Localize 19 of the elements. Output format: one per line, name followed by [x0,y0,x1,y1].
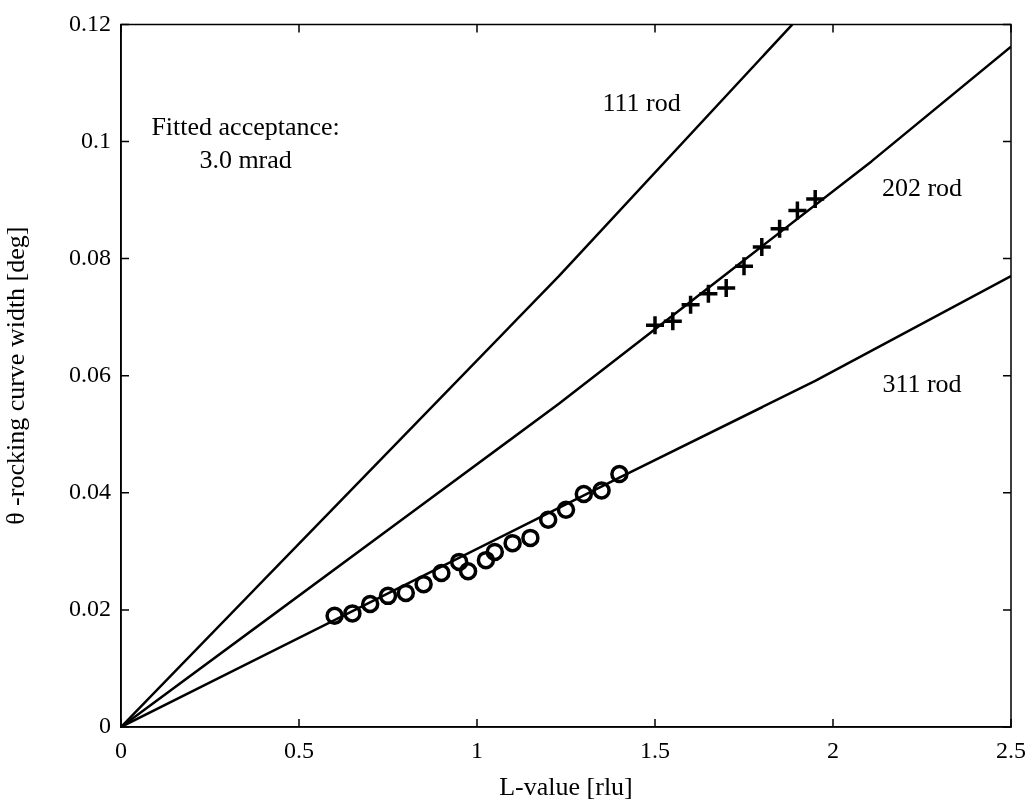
x-tick-label: 2.5 [996,736,1026,763]
y-tick-label: 0.06 [69,361,111,387]
x-tick-label: 1.5 [640,736,670,763]
y-tick-label: 0.1 [81,126,111,153]
y-tick-label: 0.12 [69,9,111,36]
y-tick-label: 0.02 [69,595,111,622]
annotation: Fitted acceptance: [151,111,340,141]
x-axis-title: L-value [rlu] [499,772,633,802]
x-tick-label: 0.5 [284,736,314,763]
y-tick-label: 0.04 [69,478,111,505]
x-tick-label: 2 [827,736,839,763]
x-tick-label: 1 [471,736,483,763]
y-axis-title: θ -rocking curve width [deg] [1,226,31,525]
annotation: 3.0 mrad [199,145,292,175]
annotation: 111 rod [602,88,681,118]
annotation: 202 rod [881,173,963,203]
annotation: 311 rod [882,369,962,399]
y-tick-label: 0 [99,712,111,739]
y-tick-label: 0.08 [69,243,111,270]
